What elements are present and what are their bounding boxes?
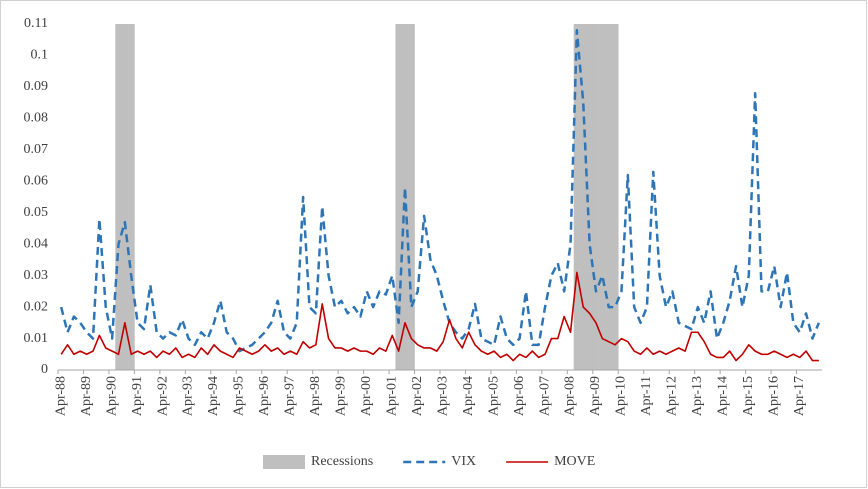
x-tick-label: Apr-09	[588, 376, 603, 416]
y-tick-label: 0.03	[24, 268, 49, 283]
x-tick-label: Apr-98	[308, 376, 323, 416]
x-tick-label: Apr-92	[155, 376, 170, 416]
x-tick-label: Apr-96	[257, 376, 272, 416]
y-tick-label: 0.02	[24, 299, 49, 314]
x-tick-label: Apr-12	[665, 376, 680, 416]
x-tick-label: Apr-08	[563, 376, 578, 416]
x-tick-label: Apr-14	[716, 376, 731, 416]
y-tick-label: 0.08	[24, 111, 49, 126]
y-tick-label: 0.11	[24, 16, 48, 31]
y-tick-label: 0.01	[24, 331, 49, 346]
y-tick-label: 0.05	[24, 205, 49, 220]
recession-bar	[586, 24, 594, 370]
x-tick-label: Apr-99	[334, 376, 349, 416]
series-line	[60, 271, 819, 362]
recession-bar	[408, 24, 415, 370]
x-tick-label: Apr-95	[232, 376, 247, 416]
legend-label: MOVE	[554, 454, 595, 469]
y-tick-label: 0.06	[24, 173, 49, 188]
x-tick-label: Apr-17	[792, 376, 807, 416]
x-tick-label: Apr-91	[130, 376, 145, 416]
recession-bar	[599, 24, 606, 370]
series-line	[59, 29, 820, 353]
recession-bar	[395, 24, 403, 370]
x-tick-label: Apr-11	[639, 376, 654, 416]
x-tick-label: Apr-97	[283, 376, 298, 416]
x-tick-label: Apr-05	[486, 376, 501, 416]
recession-bar	[128, 24, 135, 370]
x-tick-label: Apr-06	[512, 376, 527, 416]
legend-label: VIX	[451, 454, 476, 469]
x-tick-label: Apr-13	[690, 376, 705, 416]
recession-bar	[580, 24, 587, 370]
legend-label: Recessions	[311, 454, 373, 469]
recession-bar	[592, 24, 600, 370]
x-tick-label: Apr-93	[181, 376, 196, 416]
recession-bar	[605, 24, 613, 370]
x-tick-label: Apr-04	[461, 376, 476, 416]
recession-bar	[121, 24, 129, 370]
x-tick-label: Apr-89	[79, 376, 94, 416]
x-tick-label: Apr-07	[537, 376, 552, 416]
y-tick-label: 0.09	[24, 79, 49, 94]
y-tick-label: 0	[41, 362, 48, 377]
legend-swatch	[263, 455, 305, 469]
x-tick-label: Apr-94	[206, 376, 221, 416]
recession-bar	[611, 24, 619, 370]
y-tick-label: 0.04	[24, 236, 49, 251]
y-tick-label: 0.1	[31, 48, 49, 63]
x-tick-label: Apr-02	[410, 376, 425, 416]
x-tick-label: Apr-15	[741, 376, 756, 416]
recession-bar	[115, 24, 122, 370]
y-tick-label: 0.07	[24, 142, 49, 157]
x-tick-label: Apr-03	[435, 376, 450, 416]
x-tick-label: Apr-10	[614, 376, 629, 416]
recession-bar	[573, 24, 581, 370]
x-tick-label: Apr-88	[53, 376, 68, 416]
x-tick-label: Apr-16	[766, 376, 781, 416]
x-tick-label: Apr-00	[359, 376, 374, 416]
x-tick-label: Apr-90	[104, 376, 119, 416]
x-tick-label: Apr-01	[384, 376, 399, 416]
